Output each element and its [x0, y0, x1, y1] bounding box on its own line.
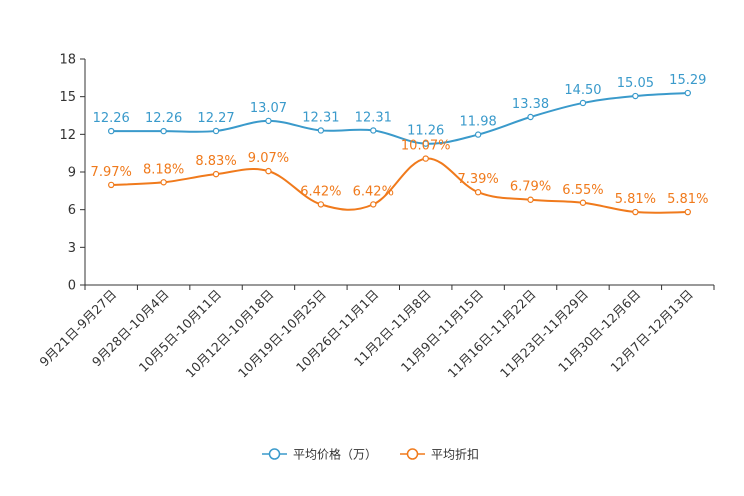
- data-label: 11.98: [460, 115, 497, 130]
- data-label: 12.26: [145, 111, 182, 126]
- data-label: 12.26: [93, 111, 130, 126]
- data-label: 12.31: [302, 110, 339, 125]
- legend-label: 平均价格（万）: [293, 447, 377, 462]
- x-tick-label: 10月19日-10月25日: [235, 287, 329, 381]
- x-tick-label: 10月12日-10月18日: [182, 287, 276, 381]
- data-point[interactable]: [579, 199, 587, 206]
- data-point[interactable]: [317, 127, 325, 134]
- data-label: 7.39%: [457, 172, 498, 187]
- data-label: 15.29: [669, 73, 706, 88]
- data-label: 7.97%: [91, 165, 132, 180]
- y-tick-label: 6: [68, 203, 76, 218]
- data-label: 12.31: [355, 110, 392, 125]
- data-point[interactable]: [265, 117, 272, 125]
- y-tick-label: 18: [59, 53, 76, 68]
- data-point[interactable]: [632, 208, 639, 216]
- y-tick-label: 0: [68, 279, 76, 294]
- data-point[interactable]: [160, 179, 167, 186]
- y-tick-label: 12: [59, 128, 76, 143]
- series-layer: [108, 89, 691, 216]
- data-point[interactable]: [108, 181, 115, 189]
- data-label: 5.81%: [615, 192, 656, 207]
- legend-item-2[interactable]: 平均折扣: [400, 447, 479, 462]
- data-point[interactable]: [632, 92, 639, 100]
- legend[interactable]: 平均价格（万） 平均折扣: [262, 447, 479, 462]
- data-label: 13.07: [250, 101, 287, 116]
- data-label: 15.05: [617, 76, 654, 91]
- data-label: 8.18%: [143, 162, 184, 177]
- data-point[interactable]: [422, 155, 429, 162]
- data-point[interactable]: [370, 201, 377, 208]
- legend-marker-icon: [268, 448, 281, 460]
- x-tick-label: 11月16日-11月22日: [445, 287, 539, 381]
- axes: 03691215189月21日-9月27日9月28日-10月4日10月5日-10…: [36, 53, 715, 381]
- data-label: 13.38: [512, 97, 549, 112]
- series-line-1: [111, 92, 688, 145]
- x-tick-label: 11月23日-11月29日: [497, 287, 591, 381]
- data-label: 11.26: [407, 124, 444, 139]
- legend-item-1[interactable]: 平均价格（万）: [262, 447, 377, 462]
- data-point[interactable]: [422, 140, 429, 147]
- y-tick-label: 3: [68, 241, 76, 256]
- data-point[interactable]: [474, 131, 482, 138]
- y-tick-label: 15: [59, 90, 76, 105]
- data-labels: 12.26 12.26 12.27 13.07 12.31 12.31 11.26 11.98…: [91, 73, 709, 207]
- data-point[interactable]: [527, 113, 534, 121]
- data-point[interactable]: [160, 127, 167, 135]
- data-label: 6.79%: [510, 180, 551, 195]
- data-label: 8.83%: [195, 154, 236, 169]
- data-point[interactable]: [212, 127, 220, 135]
- data-point[interactable]: [108, 127, 115, 135]
- data-point[interactable]: [370, 127, 377, 134]
- data-label: 6.42%: [300, 184, 341, 199]
- legend-label: 平均折扣: [431, 447, 479, 462]
- data-label: 10.07%: [401, 139, 451, 154]
- data-label: 12.27: [197, 111, 234, 126]
- data-point[interactable]: [527, 196, 534, 203]
- data-label: 6.55%: [562, 183, 603, 198]
- data-point[interactable]: [265, 167, 272, 175]
- data-point[interactable]: [317, 201, 325, 208]
- data-point[interactable]: [684, 208, 691, 216]
- y-tick-label: 9: [68, 166, 76, 181]
- data-label: 9.07%: [248, 151, 289, 166]
- data-label: 6.42%: [353, 184, 394, 199]
- data-label: 14.50: [564, 83, 601, 98]
- data-point[interactable]: [684, 89, 691, 97]
- data-point[interactable]: [212, 170, 220, 178]
- legend-marker-icon: [406, 448, 419, 460]
- data-point[interactable]: [579, 99, 587, 107]
- data-label: 5.81%: [667, 192, 708, 207]
- data-point[interactable]: [474, 189, 482, 196]
